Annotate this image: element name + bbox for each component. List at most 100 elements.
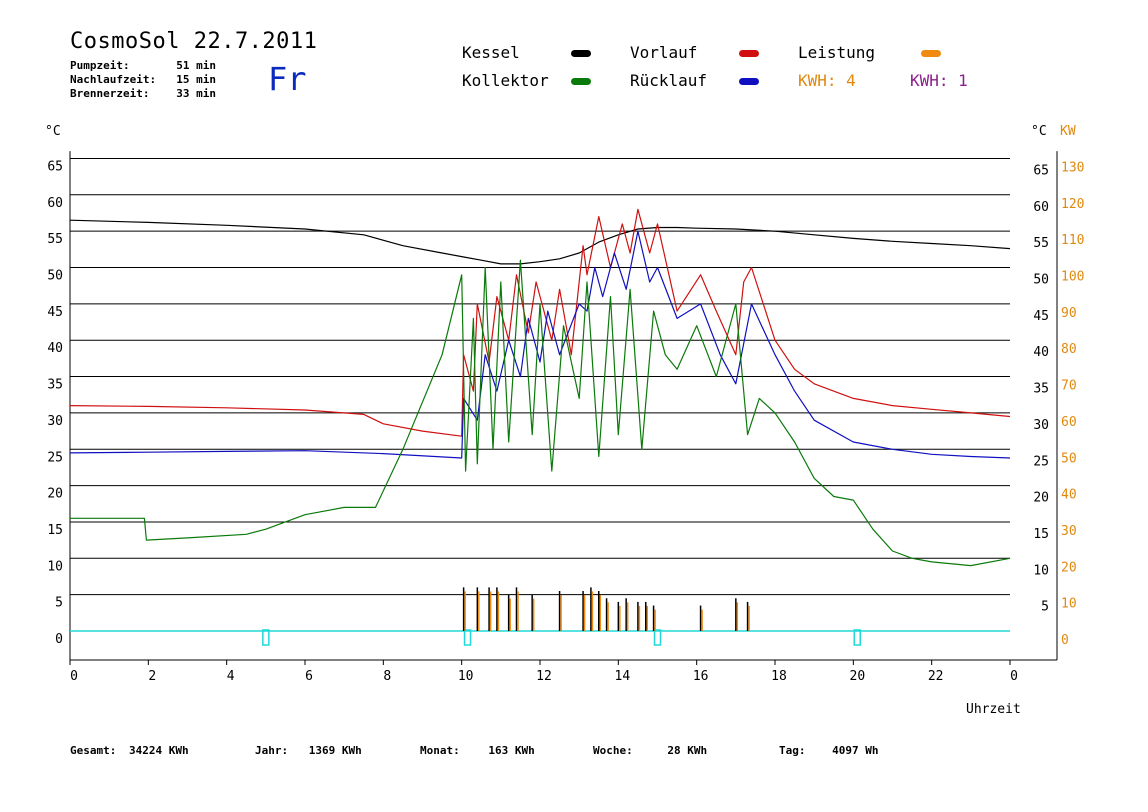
- y-tick-kw: 130: [1061, 160, 1084, 175]
- y-tick-kw: 110: [1061, 233, 1084, 248]
- info-value: 51 min: [176, 59, 216, 72]
- y-tick-kw: 80: [1061, 342, 1077, 357]
- legend-vorlauf-label: Vorlauf: [630, 43, 698, 62]
- x-axis-label: Uhrzeit: [966, 702, 1021, 717]
- y-tick-left: 60: [47, 196, 63, 211]
- y-tick-left: 30: [47, 414, 63, 429]
- info-value: 33 min: [176, 87, 216, 100]
- y-tick-left: 25: [47, 450, 63, 465]
- info-label: Pumpzeit:: [70, 59, 130, 72]
- stat-label: Gesamt:: [70, 744, 117, 757]
- stat-label: Monat:: [420, 744, 460, 757]
- x-tick-label: 0: [70, 669, 78, 684]
- stat-gesamt: Gesamt: 34224 KWh: [70, 744, 189, 757]
- x-tick-label: 8: [383, 669, 391, 684]
- legend-kwh-total: KWH: 4: [798, 71, 856, 90]
- y-tick-left: 5: [55, 596, 63, 611]
- info-pumpzeit: Pumpzeit: 51 min: [70, 59, 216, 72]
- y-tick-left: 15: [47, 523, 63, 538]
- y-tick-left: 40: [47, 341, 63, 356]
- y-tick-left: 20: [47, 487, 63, 502]
- y-tick-right: 65: [1033, 163, 1049, 178]
- y-tick-kw: 100: [1061, 270, 1084, 285]
- y-tick-right: 5: [1041, 600, 1049, 615]
- y-tick-kw: 120: [1061, 197, 1084, 212]
- y-tick-right: 40: [1033, 345, 1049, 360]
- legend-vorlauf-swatch: [739, 50, 759, 57]
- x-tick-label: 4: [227, 669, 235, 684]
- y-tick-kw: 90: [1061, 306, 1077, 321]
- y-tick-left: 35: [47, 378, 63, 393]
- stat-label: Woche:: [593, 744, 633, 757]
- stat-value: 163 KWh: [488, 744, 535, 757]
- y-tick-kw: 0: [1061, 633, 1069, 648]
- y-tick-right: 45: [1033, 309, 1049, 324]
- y-tick-left: 10: [47, 559, 63, 574]
- y-tick-left: 65: [47, 159, 63, 174]
- ruecklauf-series: [69, 230, 1011, 459]
- x-tick-label: 10: [458, 669, 474, 684]
- kessel-series: [69, 219, 1011, 265]
- pump-status-marker: [463, 629, 472, 646]
- info-value: 15 min: [176, 73, 216, 86]
- y-axis-left-unit: °C: [45, 124, 61, 139]
- vorlauf-series: [69, 208, 1011, 437]
- y-tick-right: 35: [1033, 382, 1049, 397]
- y-tick-right: 10: [1033, 563, 1049, 578]
- y-tick-kw: 70: [1061, 379, 1077, 394]
- stat-value: 1369 KWh: [308, 744, 362, 757]
- pump-status-marker: [653, 629, 662, 646]
- y-tick-left: 45: [47, 305, 63, 320]
- info-label: Brennerzeit:: [70, 87, 150, 100]
- info-brennerzeit: Brennerzeit: 33 min: [70, 87, 216, 100]
- y-tick-kw: 30: [1061, 524, 1077, 539]
- legend-kwh-secondary: KWH: 1: [910, 71, 968, 90]
- legend-kessel-label: Kessel: [462, 43, 520, 62]
- y-tick-kw: 20: [1061, 560, 1077, 575]
- stat-tag: Tag: 4097 Wh: [779, 744, 878, 757]
- x-tick-label: 6: [305, 669, 313, 684]
- legend-kollektor-label: Kollektor: [462, 71, 549, 90]
- legend-leistung-swatch: [921, 50, 941, 57]
- kollektor-series: [70, 259, 1011, 567]
- x-tick-label: 18: [771, 669, 787, 684]
- y-tick-right: 20: [1033, 491, 1049, 506]
- legend-ruecklauf-swatch: [739, 78, 759, 85]
- y-tick-right: 25: [1033, 454, 1049, 469]
- y-tick-left: 55: [47, 232, 63, 247]
- y-axis-right-unit: °C: [1031, 124, 1047, 139]
- info-nachlaufzeit: Nachlaufzeit: 15 min: [70, 73, 216, 86]
- x-tick-label: 16: [693, 669, 709, 684]
- stat-value: 34224 KWh: [128, 744, 189, 757]
- legend-kollektor-swatch: [571, 78, 591, 85]
- stat-woche: Woche: 28 KWh: [593, 744, 707, 757]
- y-tick-kw: 10: [1061, 597, 1077, 612]
- y-tick-left: 0: [55, 632, 63, 647]
- pump-status-marker: [262, 629, 270, 646]
- y-tick-kw: 40: [1061, 488, 1077, 503]
- x-tick-label: 12: [536, 669, 552, 684]
- y-tick-right: 30: [1033, 418, 1049, 433]
- stat-label: Tag:: [779, 744, 806, 757]
- x-tick-label: 22: [928, 669, 944, 684]
- x-tick-label: 20: [850, 669, 866, 684]
- legend-ruecklauf-label: Rücklauf: [630, 71, 708, 90]
- legend-kessel-swatch: [571, 50, 591, 57]
- x-tick-label: 14: [615, 669, 631, 684]
- y-tick-right: 50: [1033, 273, 1049, 288]
- stat-value: 4097 Wh: [832, 744, 879, 757]
- y-tick-left: 50: [47, 269, 63, 284]
- y-tick-right: 60: [1033, 200, 1049, 215]
- x-tick-label: 2: [148, 669, 156, 684]
- y-tick-right: 15: [1033, 527, 1049, 542]
- legend-leistung-label: Leistung: [798, 43, 876, 62]
- y-tick-right: 55: [1033, 236, 1049, 251]
- weekday-label: Fr: [268, 60, 307, 98]
- stat-monat: Monat: 163 KWh: [420, 744, 535, 757]
- y-tick-kw: 60: [1061, 415, 1077, 430]
- pump-status-marker: [853, 629, 861, 646]
- y-tick-kw: 50: [1061, 451, 1077, 466]
- stat-value: 28 KWh: [667, 744, 708, 757]
- stat-jahr: Jahr: 1369 KWh: [255, 744, 362, 757]
